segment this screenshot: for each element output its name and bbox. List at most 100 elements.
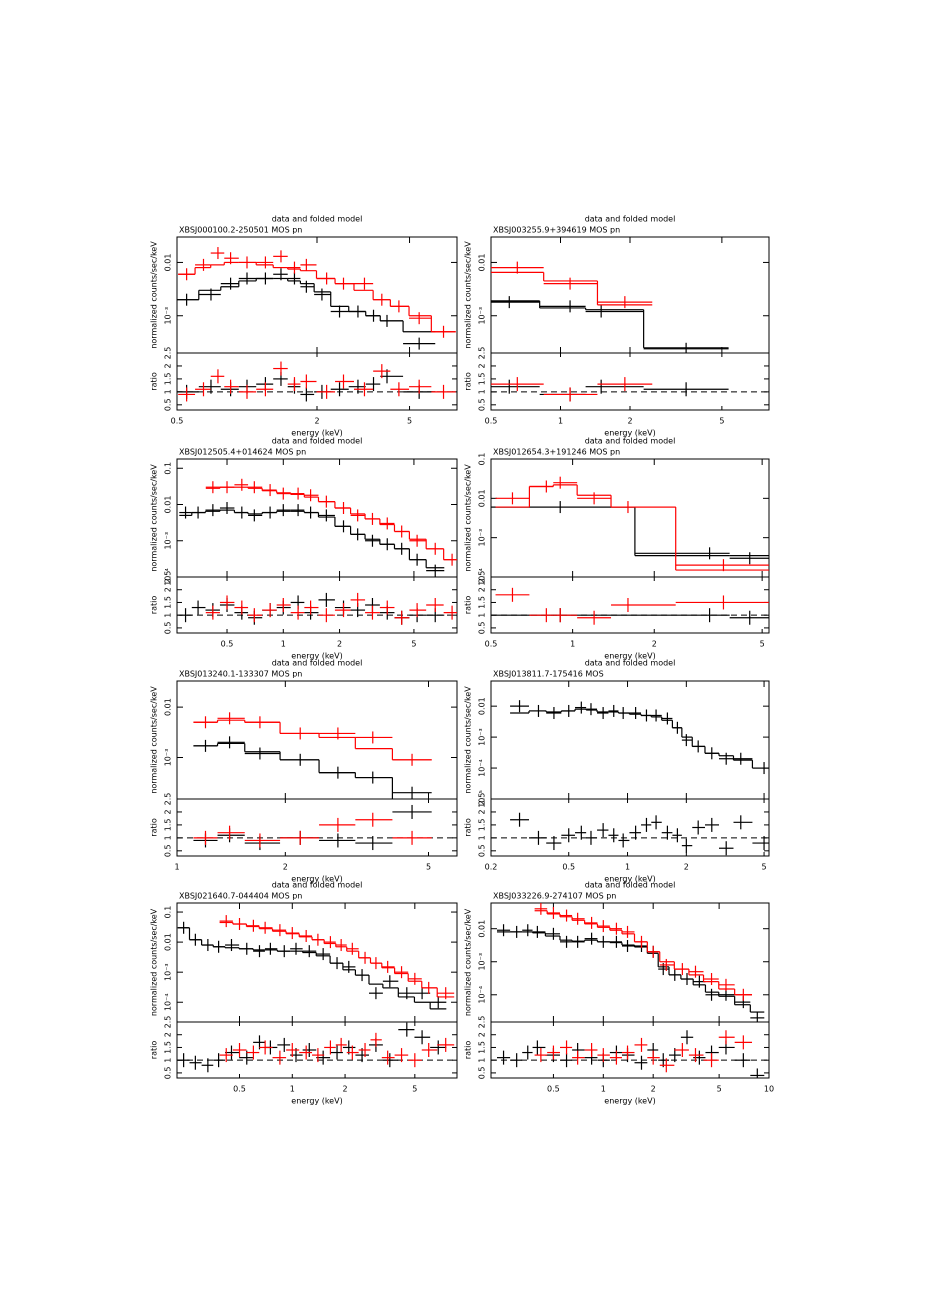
ratio-point xyxy=(238,384,257,399)
ratio-point xyxy=(647,1050,660,1065)
x-tick-label: 0.5 xyxy=(562,863,575,872)
ratio-point xyxy=(248,608,263,623)
ratio-tick-label: 1.5 xyxy=(164,819,173,832)
ratio-tick-label: 1 xyxy=(478,1058,487,1063)
data-point xyxy=(734,988,753,1001)
data-point xyxy=(430,996,447,1009)
panel: data and folded model XBSJ013811.7-175416… xyxy=(464,659,770,884)
ratio-point xyxy=(718,1040,735,1055)
ratio-point xyxy=(300,374,317,389)
data-point xyxy=(365,512,380,525)
ratio-point xyxy=(299,1045,313,1060)
data-point xyxy=(177,293,199,306)
data-point xyxy=(368,987,383,1000)
data-point xyxy=(262,506,277,519)
data-point xyxy=(718,988,735,1001)
data-point xyxy=(584,916,598,929)
y-tick-label: 0.01 xyxy=(164,496,173,514)
data-point xyxy=(618,707,630,720)
ratio-point xyxy=(224,379,239,394)
ratio-axis-label: ratio xyxy=(150,1041,159,1060)
ratio-point xyxy=(510,1053,523,1068)
ratio-point xyxy=(704,817,719,832)
ratio-tick-label: 2 xyxy=(164,1032,173,1037)
ratio-axis-label: ratio xyxy=(150,596,159,615)
ratio-point xyxy=(382,1053,399,1068)
ratio-point xyxy=(262,603,277,618)
data-point xyxy=(597,920,610,933)
x-tick-label: 5 xyxy=(426,863,431,872)
data-point xyxy=(191,506,206,519)
data-point xyxy=(380,314,404,327)
data-point xyxy=(680,973,694,986)
data-point xyxy=(248,481,263,494)
data-point xyxy=(495,492,530,505)
ratio-point xyxy=(330,382,349,397)
data-point xyxy=(220,277,239,290)
ratio-point xyxy=(491,377,544,392)
data-point xyxy=(177,921,190,934)
y-tick-label: 0.1 xyxy=(164,906,173,919)
data-point xyxy=(597,935,610,948)
data-point xyxy=(394,542,410,555)
data-point xyxy=(290,487,305,500)
ratio-point xyxy=(597,1048,610,1063)
data-point xyxy=(238,256,257,269)
ratio-point xyxy=(290,605,305,620)
ratio-point xyxy=(585,379,644,394)
data-point xyxy=(539,300,586,313)
ratio-point xyxy=(608,828,619,843)
ratio-point xyxy=(273,361,288,376)
panel: data and folded model XBSJ000100.2-250501… xyxy=(150,215,458,438)
ratio-area xyxy=(491,377,729,402)
source-name: XBSJ021640.7-044404 MOS pn xyxy=(179,892,302,901)
data-point xyxy=(545,927,560,940)
x-axis-label: energy (keV) xyxy=(291,429,342,438)
data-point xyxy=(210,247,225,260)
source-name: XBSJ000100.2-250501 MOS pn xyxy=(179,226,302,235)
ratio-point xyxy=(334,600,351,615)
plot-title: data and folded model xyxy=(585,437,676,446)
x-tick-label: 5 xyxy=(407,417,412,426)
ratio-point xyxy=(572,1050,585,1065)
y-axis-label: normalized counts/sec/keV xyxy=(150,908,159,1016)
data-point xyxy=(647,945,660,958)
ratio-point xyxy=(426,598,444,612)
ratio-point xyxy=(179,608,192,623)
ratio-point xyxy=(348,379,366,394)
data-point xyxy=(575,701,587,714)
ratio-tick-label: 2.5 xyxy=(164,793,173,806)
y-tick-label: 0.01 xyxy=(164,254,173,272)
data-point xyxy=(304,506,319,519)
data-point xyxy=(634,547,730,560)
source-name: XBSJ013811.7-175416 MOS xyxy=(493,670,604,679)
data-point xyxy=(219,915,233,928)
ratio-point xyxy=(217,828,245,843)
x-tick-label: 2 xyxy=(314,417,319,426)
ratio-point xyxy=(390,382,410,397)
ratio-point xyxy=(674,1043,689,1057)
data-point xyxy=(346,942,359,955)
data-point xyxy=(634,935,648,948)
data-point xyxy=(609,935,622,948)
data-point xyxy=(585,305,644,318)
data-point xyxy=(409,534,427,547)
ratio-area xyxy=(193,804,432,851)
ratio-point xyxy=(734,1053,751,1068)
data-point xyxy=(559,935,573,948)
data-point xyxy=(394,966,409,979)
data-point xyxy=(381,960,395,973)
ratio-point xyxy=(219,595,235,610)
ratio-area xyxy=(510,812,769,856)
ratio-point xyxy=(201,1058,214,1073)
ratio-frame xyxy=(176,352,458,411)
spectrum-area xyxy=(491,261,729,353)
data-point xyxy=(403,337,436,350)
data-point xyxy=(350,509,366,522)
ratio-point xyxy=(219,1048,233,1063)
ratio-point xyxy=(256,382,274,397)
data-point xyxy=(219,481,235,494)
data-point xyxy=(178,268,196,281)
data-point xyxy=(355,969,369,982)
